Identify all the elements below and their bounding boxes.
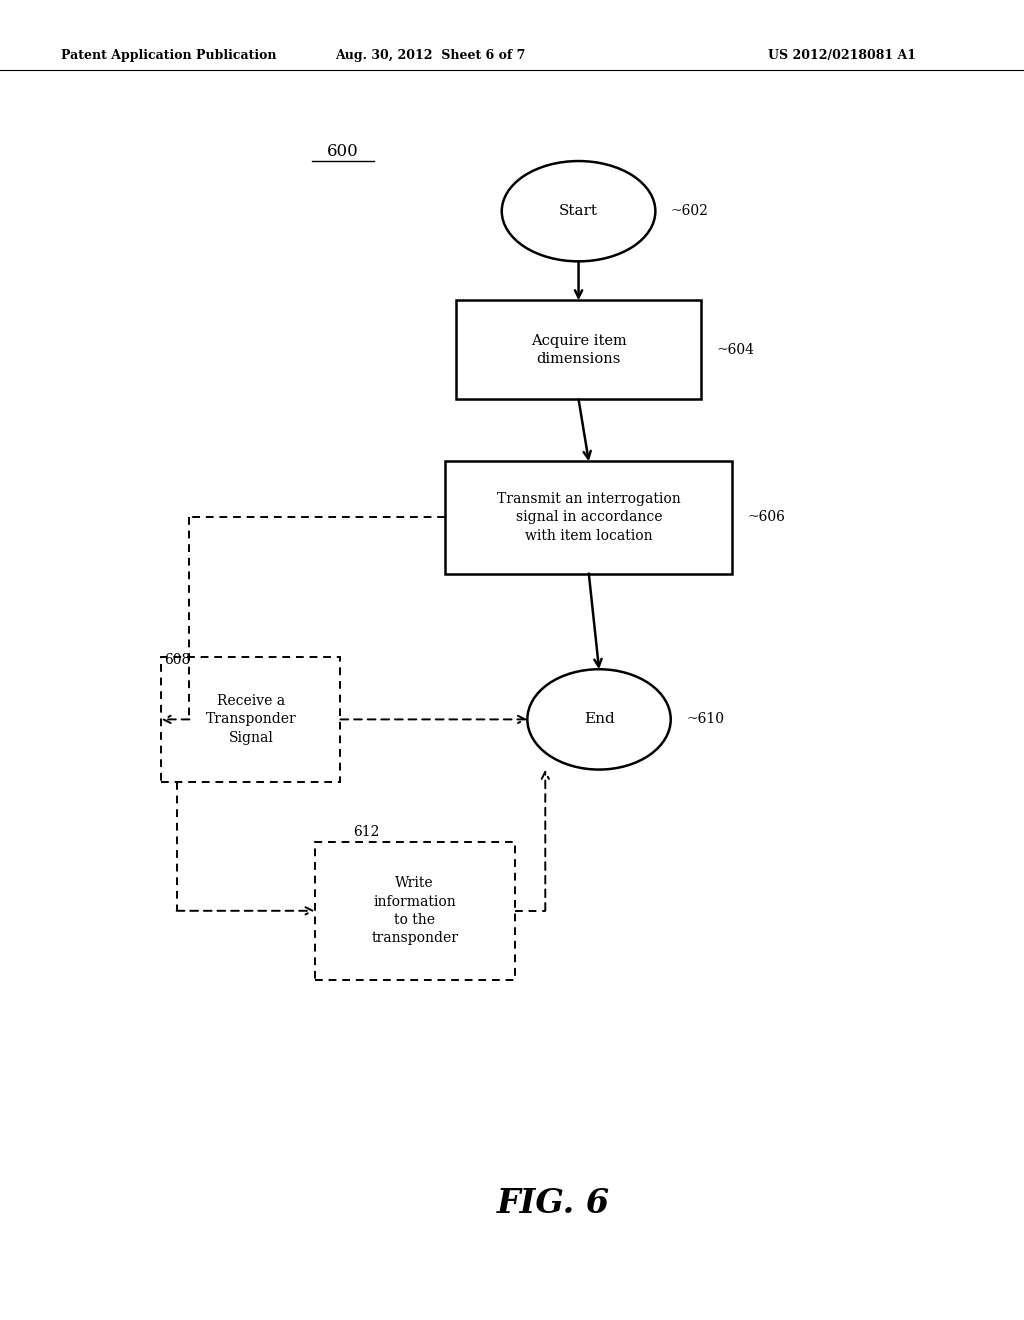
Text: US 2012/0218081 A1: US 2012/0218081 A1: [768, 49, 916, 62]
Bar: [445, 462, 732, 573]
Text: FIG. 6: FIG. 6: [497, 1188, 609, 1220]
Text: Acquire item
dimensions: Acquire item dimensions: [530, 334, 627, 366]
Text: Aug. 30, 2012  Sheet 6 of 7: Aug. 30, 2012 Sheet 6 of 7: [335, 49, 525, 62]
Text: Write
information
to the
transponder: Write information to the transponder: [372, 876, 458, 945]
Text: Receive a
Transponder
Signal: Receive a Transponder Signal: [206, 694, 296, 744]
Text: Transmit an interrogation
signal in accordance
with item location: Transmit an interrogation signal in acco…: [497, 492, 681, 543]
Text: Start: Start: [559, 205, 598, 218]
Text: 612: 612: [353, 825, 380, 838]
Bar: [456, 300, 701, 399]
Text: ~610: ~610: [686, 713, 724, 726]
Text: 600: 600: [327, 144, 359, 160]
Text: End: End: [584, 713, 614, 726]
Text: ~604: ~604: [717, 343, 755, 356]
Text: 608: 608: [164, 653, 190, 667]
Text: ~602: ~602: [671, 205, 709, 218]
Bar: [162, 656, 340, 781]
Text: ~606: ~606: [748, 511, 785, 524]
Bar: [315, 842, 514, 979]
Text: Patent Application Publication: Patent Application Publication: [61, 49, 276, 62]
